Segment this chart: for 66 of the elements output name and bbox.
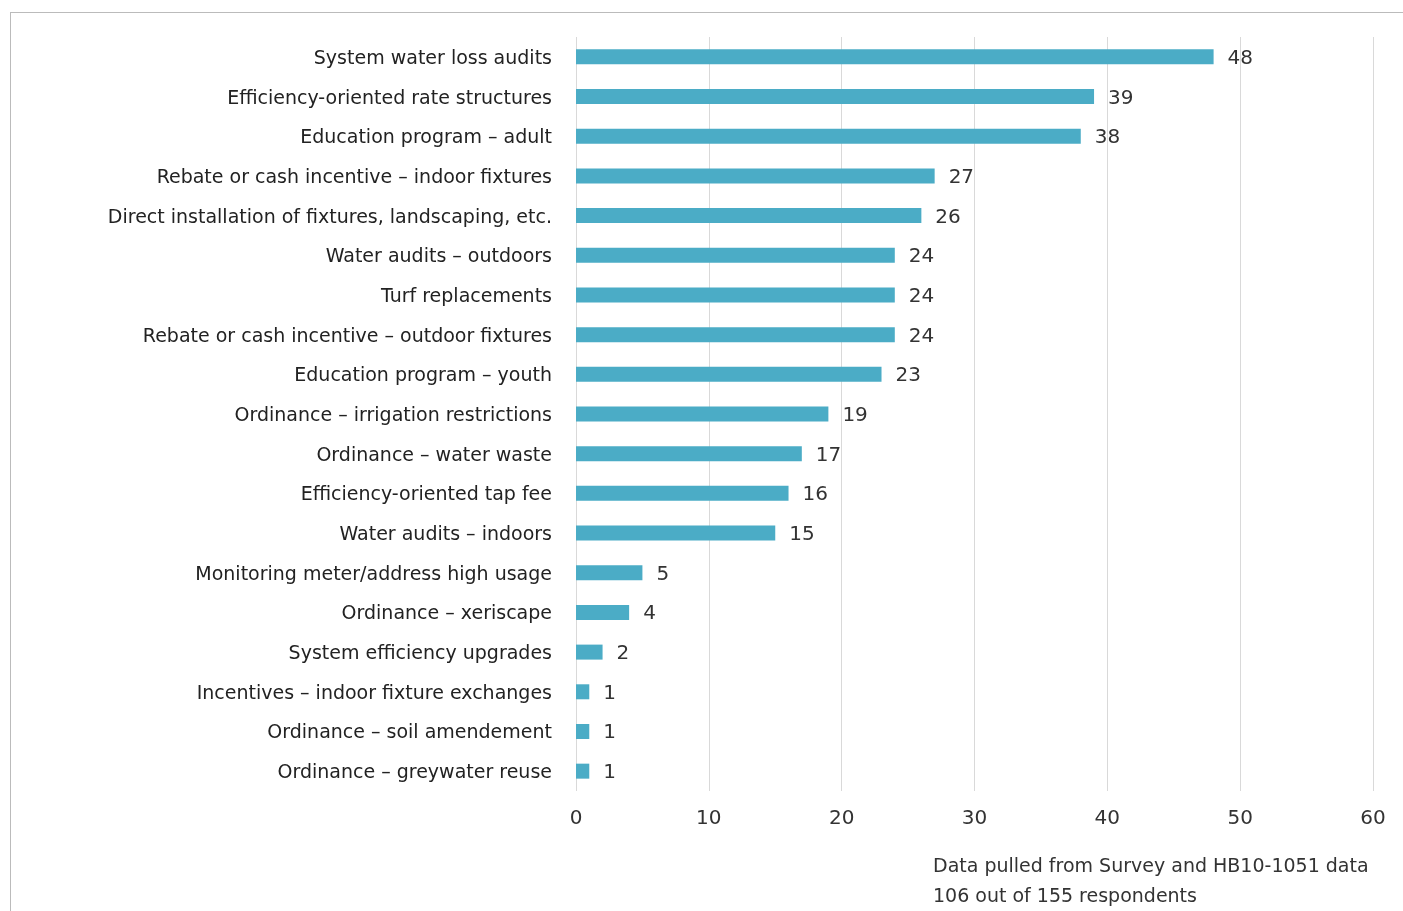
data-label: 4 [643,600,656,625]
bar [576,723,590,739]
bar [576,168,935,184]
x-tick-label: 0 [569,805,583,829]
y-tick-label: Turf replacements [379,283,552,306]
data-label: 24 [908,243,935,268]
bar [576,525,776,541]
bar [576,565,643,581]
bar [576,49,1214,65]
bar [576,644,603,660]
y-tick-label: Education program – adult [300,125,552,148]
bar [576,366,882,382]
bar [576,208,922,224]
bar [576,247,895,263]
data-label: 19 [842,402,868,426]
data-label: 15 [789,521,815,546]
bar [576,327,895,343]
bar [576,406,829,422]
data-label: 26 [935,203,961,228]
data-label: 48 [1227,44,1254,69]
data-label: 39 [1108,84,1134,109]
y-tick-label: Direct installation of fixtures, landscaping, etc. [107,204,552,227]
text: 106 out of 155 respondents [933,883,1197,906]
bar [576,684,590,700]
data-label: 1 [603,719,617,744]
y-tick-label: Ordinance – xeriscape [341,601,552,624]
y-tick-label: Ordinance – soil amendement [267,720,552,743]
bar [576,89,1095,105]
data-label: 24 [908,322,935,347]
bar [576,485,789,501]
data-label: 1 [603,679,617,704]
bar [576,287,895,303]
data-label: 27 [948,163,975,188]
text: Data pulled from Survey and HB10-1051 data [933,853,1369,876]
data-label: 17 [815,441,842,466]
x-tick-label: 20 [828,805,855,829]
data-label: 2 [616,640,630,665]
y-tick-label: System efficiency upgrades [288,641,552,664]
y-tick-label: Water audits – outdoors [325,244,552,267]
data-label: 24 [908,282,935,307]
data-label: 1 [603,759,617,784]
y-tick-label: Monitoring meter/address high usage [195,561,552,584]
y-tick-label: Education program – youth [294,363,552,386]
x-tick-label: 60 [1360,805,1386,829]
y-tick-label: System water loss audits [313,45,552,68]
y-tick-label: Ordinance – irrigation restrictions [234,403,552,425]
y-tick-label: Efficiency-oriented rate structures [227,85,552,108]
bar [576,763,590,779]
y-tick-label: Efficiency-oriented tap fee [300,482,552,505]
x-tick-label: 30 [961,805,988,829]
y-tick-label: Rebate or cash incentive – indoor fixtures [156,164,552,187]
data-label: 23 [895,362,921,387]
y-tick-label: Water audits – indoors [339,522,552,545]
x-tick-label: 50 [1227,805,1253,829]
bar [576,128,1081,144]
y-tick-label: Rebate or cash incentive – outdoor fixtures [142,323,552,346]
x-tick-label: 10 [696,805,722,829]
x-tick-label: 40 [1094,805,1121,829]
y-tick-label: Incentives – indoor fixture exchanges [196,680,552,703]
y-tick-label: Ordinance – water waste [316,442,552,465]
data-label: 16 [802,481,828,506]
bar [576,446,802,462]
y-tick-label: Ordinance – greywater reuse [277,760,552,783]
data-label: 5 [656,560,670,585]
data-label: 38 [1094,124,1121,149]
bar [576,604,630,620]
